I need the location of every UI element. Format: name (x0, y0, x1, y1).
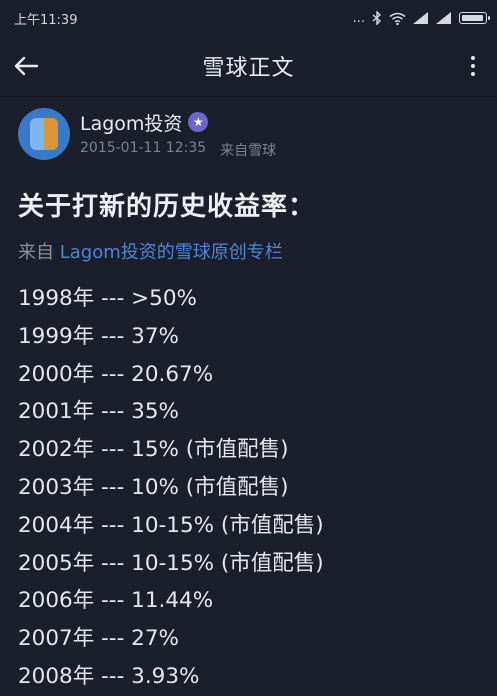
battery-icon (459, 12, 490, 24)
back-button[interactable] (10, 50, 42, 82)
post-date: 2015-01-11 12:35 (80, 139, 207, 156)
list-item: 2008年 --- 3.93% (18, 663, 200, 689)
notification-dots-icon: ... (352, 10, 365, 26)
column-link[interactable]: Lagom投资的雪球原创专栏 (59, 242, 283, 263)
list-item: 2003年 --- 10% (市值配售) (18, 474, 289, 500)
list-item: 2002年 --- 15% (市值配售) (18, 437, 289, 463)
list-item: 2000年 --- 20.67% (18, 361, 214, 387)
list-item: 2004年 --- 10-15% (市值配售) (18, 512, 324, 538)
list-item: 2001年 --- 35% (18, 399, 179, 425)
list-item: 2006年 --- 11.44% (18, 588, 214, 614)
list-item: 1998年 --- >50% (18, 286, 197, 311)
status-icons: ... (352, 10, 490, 26)
author-name[interactable]: Lagom投资 (80, 112, 183, 135)
article-headline: 关于打新的历史收益率： (18, 192, 316, 222)
list-item: 2005年 --- 10-15% (市值配售) (18, 550, 324, 576)
back-arrow-icon (14, 56, 39, 76)
author-header: Lagom投资 ★ 2015-01-11 12:35 来自雪球 (18, 108, 276, 160)
status-bar: 上午11:39 ... (0, 0, 497, 36)
more-options-icon[interactable] (461, 50, 485, 82)
article-source: 来自 Lagom投资的雪球原创专栏 (18, 238, 283, 264)
bluetooth-icon (372, 11, 382, 25)
signal-icon-1 (413, 12, 428, 24)
verified-star-icon: ★ (188, 112, 209, 132)
app-bar: 雪球正文 (0, 36, 497, 97)
list-item: 2007年 --- 27% (18, 626, 179, 652)
source-prefix: 来自 (18, 242, 60, 263)
wifi-icon (389, 12, 406, 25)
list-item: 1999年 --- 37% (18, 323, 179, 349)
returns-list: 1998年 --- >50% 1999年 --- 37% 2000年 --- 2… (18, 280, 324, 696)
status-time: 上午11:39 (14, 12, 78, 28)
signal-icon-2 (436, 12, 451, 24)
avatar[interactable] (18, 108, 70, 160)
post-source: 来自雪球 (220, 142, 277, 159)
page-title: 雪球正文 (202, 56, 295, 81)
